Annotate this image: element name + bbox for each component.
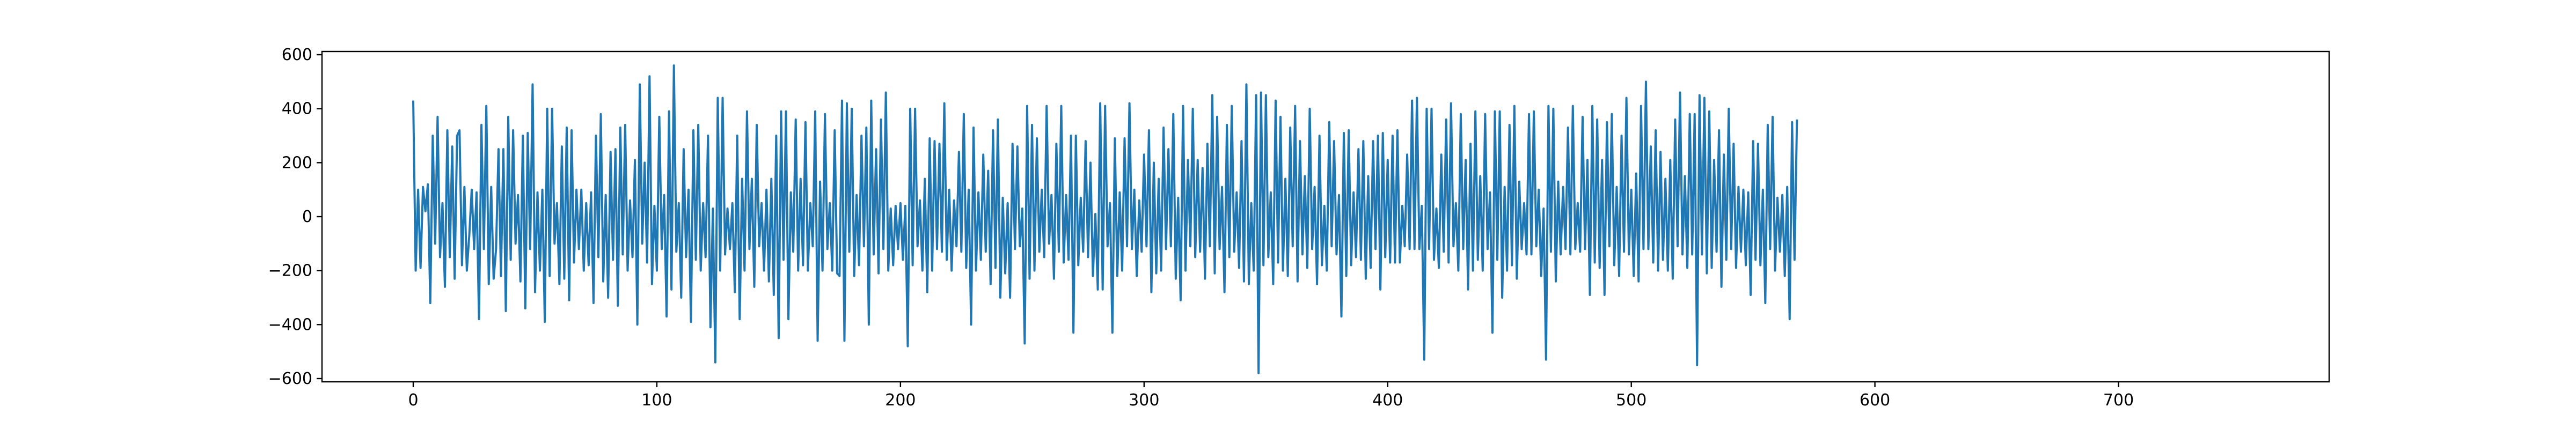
y-tick-label: 600 bbox=[282, 46, 312, 64]
x-tick-label: 300 bbox=[1129, 391, 1159, 410]
y-tick-label: 400 bbox=[282, 100, 312, 119]
x-tick-label: 0 bbox=[408, 391, 418, 410]
y-tick-label: 200 bbox=[282, 153, 312, 172]
x-tick-label: 200 bbox=[885, 391, 916, 410]
series-line-0 bbox=[412, 64, 1798, 374]
y-tick-label: −200 bbox=[268, 262, 312, 280]
y-tick-label: −600 bbox=[268, 369, 312, 388]
x-tick-label: 100 bbox=[641, 391, 672, 410]
x-tick-label: 400 bbox=[1372, 391, 1403, 410]
plot-area bbox=[412, 64, 1798, 374]
x-tick-label: 500 bbox=[1616, 391, 1646, 410]
y-tick-label: −400 bbox=[268, 315, 312, 334]
x-tick-label: 600 bbox=[1860, 391, 1890, 410]
y-tick-label: 0 bbox=[302, 208, 312, 226]
axes: 0 100 200 300 400 500 600 700 −600 −400 −200 0 200 40… bbox=[268, 46, 2330, 410]
x-tick-label: 700 bbox=[2103, 391, 2134, 410]
